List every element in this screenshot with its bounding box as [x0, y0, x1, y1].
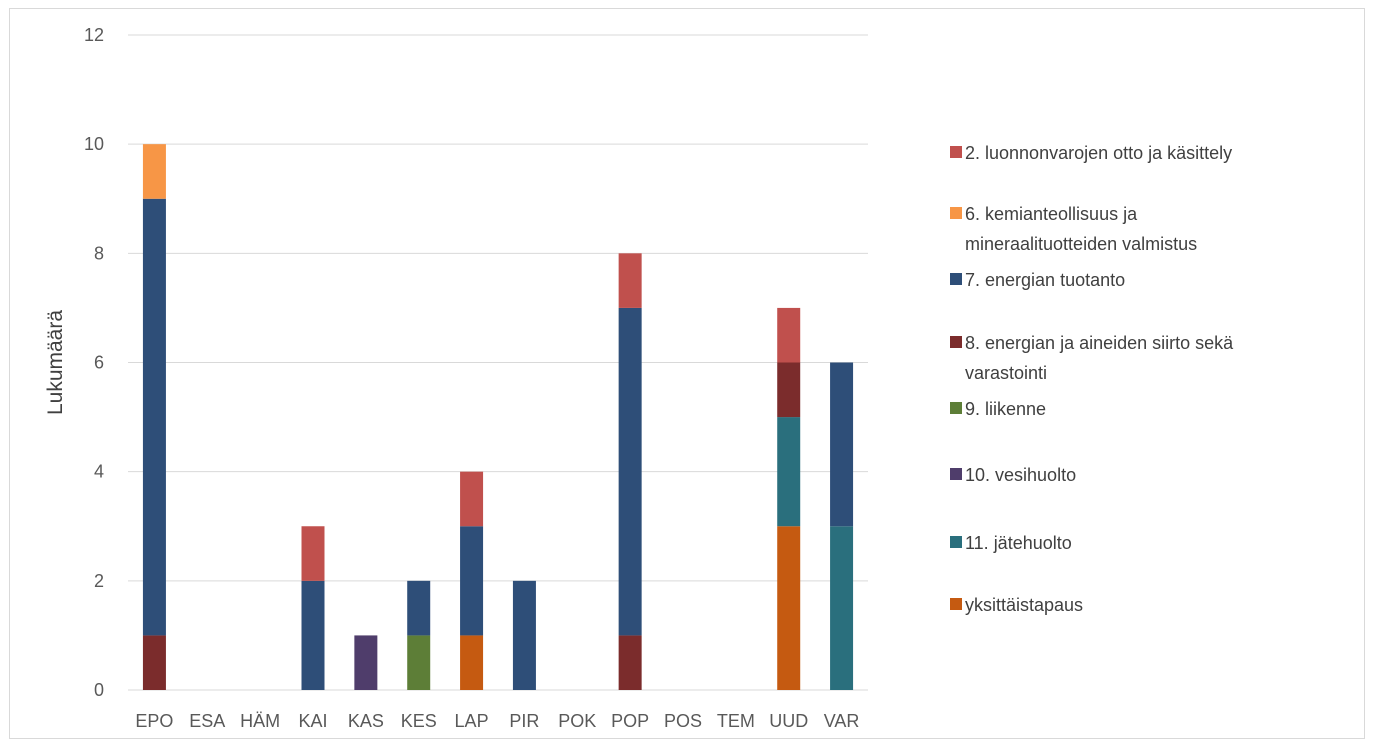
- x-tick-label: POP: [611, 711, 649, 731]
- bar-UUD-series-7: [777, 307, 801, 363]
- bar-EPO-series-4: [142, 635, 166, 690]
- legend-swatch: [950, 402, 962, 414]
- x-tick-label: POK: [558, 711, 596, 731]
- y-axis-label: Lukumäärä: [44, 310, 67, 415]
- legend: 2. luonnonvarojen otto ja käsittely 6. ke…: [950, 143, 1234, 615]
- legend-label: 11. jätehuolto: [965, 533, 1072, 553]
- x-tick-label: KAS: [348, 711, 384, 731]
- bar-POP-series-7: [618, 253, 642, 308]
- bar-LAP-series-5: [460, 526, 484, 636]
- bar-KAS-series-2: [354, 635, 378, 690]
- x-tick-label: HÄM: [240, 711, 280, 731]
- legend-label: 2. luonnonvarojen otto ja käsittely: [965, 143, 1232, 163]
- bar-LAP-series-0: [460, 635, 484, 690]
- bar-LAP-series-7: [460, 471, 484, 527]
- bar-POP-series-5: [618, 307, 642, 636]
- legend-label: mineraalituotteiden valmistus: [965, 234, 1197, 254]
- y-tick-label: 4: [94, 462, 104, 482]
- x-tick-label: LAP: [455, 711, 489, 731]
- x-tick-label: PIR: [509, 711, 539, 731]
- legend-label: 9. liikenne: [965, 399, 1046, 419]
- y-tick-label: 12: [84, 25, 104, 45]
- legend-swatch: [950, 146, 962, 158]
- legend-swatch: [950, 468, 962, 480]
- chart-frame: [9, 8, 1365, 739]
- x-tick-label: VAR: [824, 711, 860, 731]
- y-axis-ticks: 0 2 4 6 8 10 12: [84, 25, 104, 700]
- bar-PIR-series-5: [512, 580, 536, 690]
- bars: [142, 144, 854, 690]
- x-tick-label: KES: [401, 711, 437, 731]
- bar-UUD-series-4: [777, 362, 801, 418]
- y-tick-label: 10: [84, 134, 104, 154]
- x-tick-label: UUD: [769, 711, 808, 731]
- legend-label: 6. kemianteollisuus ja: [965, 204, 1138, 224]
- bar-KES-series-3: [407, 635, 431, 690]
- x-axis-ticks: EPO ESA HÄM KAI KAS KES LAP PIR POK POP POS TEM UUD V…: [135, 711, 859, 731]
- bar-EPO-series-5: [142, 198, 166, 636]
- legend-swatch: [950, 598, 962, 610]
- gridlines: [128, 34, 868, 691]
- bar-UUD-series-0: [777, 526, 801, 690]
- legend-label: 7. energian tuotanto: [965, 270, 1125, 290]
- y-tick-label: 0: [94, 680, 104, 700]
- x-tick-label: POS: [664, 711, 702, 731]
- legend-label: yksittäistapaus: [965, 595, 1083, 615]
- bar-KAI-series-5: [301, 580, 325, 690]
- x-tick-label: ESA: [189, 711, 225, 731]
- legend-swatch: [950, 336, 962, 348]
- x-tick-label: KAI: [298, 711, 327, 731]
- legend-label: 10. vesihuolto: [965, 465, 1076, 485]
- bar-VAR-series-5: [830, 362, 854, 527]
- legend-swatch: [950, 273, 962, 285]
- bar-VAR-series-1: [830, 526, 854, 690]
- x-tick-label: EPO: [135, 711, 173, 731]
- bar-UUD-series-1: [777, 417, 801, 527]
- y-tick-label: 8: [94, 243, 104, 263]
- y-tick-label: 2: [94, 571, 104, 591]
- y-tick-label: 6: [94, 353, 104, 373]
- legend-swatch: [950, 536, 962, 548]
- bar-KES-series-5: [407, 580, 431, 636]
- bar-EPO-series-6: [142, 144, 166, 199]
- x-tick-label: TEM: [717, 711, 755, 731]
- legend-label: 8. energian ja aineiden siirto sekä: [965, 333, 1234, 353]
- bar-POP-series-4: [618, 635, 642, 690]
- legend-swatch: [950, 207, 962, 219]
- legend-label: varastointi: [965, 363, 1047, 383]
- bar-KAI-series-7: [301, 526, 325, 581]
